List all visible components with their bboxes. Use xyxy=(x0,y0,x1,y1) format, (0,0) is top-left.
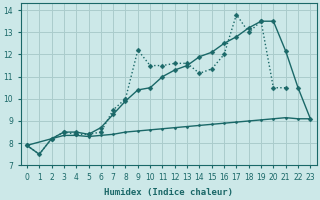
X-axis label: Humidex (Indice chaleur): Humidex (Indice chaleur) xyxy=(104,188,233,197)
